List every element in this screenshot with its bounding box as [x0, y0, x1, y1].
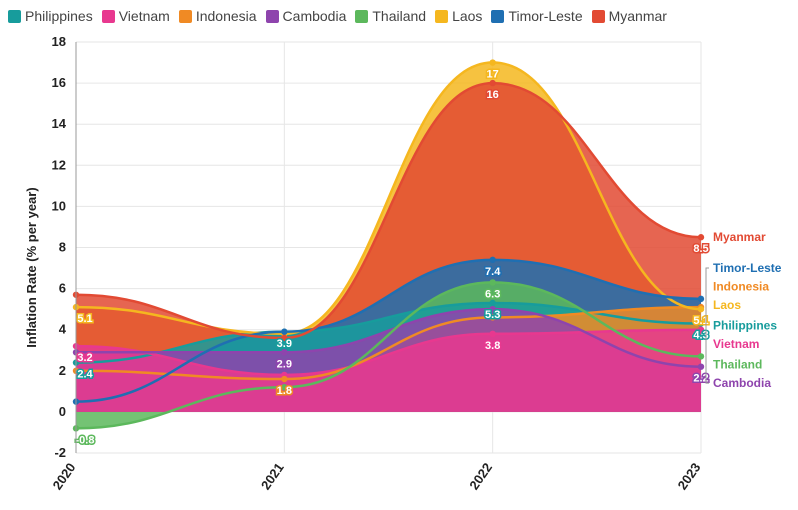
end-label-philippines: Philippines	[713, 319, 777, 333]
line-thailand[interactable]	[75, 281, 702, 430]
data-label-vietnam: 3.8	[485, 340, 500, 352]
legend-item-laos[interactable]: Laos	[435, 8, 482, 24]
y-tick-label: 12	[52, 157, 66, 172]
legend-item-thailand[interactable]: Thailand	[355, 8, 426, 24]
x-tick-label: 2023	[675, 460, 704, 492]
legend-swatch	[591, 9, 605, 23]
legend-item-vietnam[interactable]: Vietnam	[101, 8, 170, 24]
data-label-thailand: -0.8	[76, 434, 95, 446]
end-label-thailand: Thailand	[713, 358, 762, 372]
legend-label: Philippines	[25, 8, 93, 24]
point-vietnam[interactable]	[697, 326, 705, 333]
data-label-timor-leste: 7.4	[485, 266, 501, 278]
legend-label: Thailand	[372, 8, 427, 24]
x-tick-label: 2022	[466, 460, 495, 492]
line-vietnam[interactable]	[75, 328, 702, 377]
data-label-layer: 2.43.95.34.33.23.81.82.92.2-0.86.35.1175…	[74, 67, 710, 448]
y-tick-label: -2	[54, 445, 66, 460]
data-label-myanmar: 8.5	[693, 243, 708, 255]
point-thailand[interactable]	[697, 353, 705, 360]
legend-label: Cambodia	[282, 8, 347, 24]
data-label-myanmar: 16	[487, 89, 499, 101]
y-tick-label: 0	[59, 404, 66, 419]
point-thailand[interactable]	[489, 279, 496, 286]
data-label-vietnam: 3.2	[77, 352, 92, 364]
x-tick-label: 2021	[258, 460, 287, 492]
point-cambodia[interactable]	[489, 305, 496, 313]
point-layer	[72, 59, 705, 432]
end-label-bracket	[705, 267, 709, 384]
point-indonesia[interactable]	[281, 375, 288, 383]
point-cambodia[interactable]	[697, 363, 705, 370]
point-indonesia[interactable]	[489, 314, 496, 321]
legend-item-philippines[interactable]: Philippines	[8, 8, 93, 24]
legend-label: Myanmar	[608, 8, 667, 24]
point-timor-leste[interactable]	[281, 328, 288, 335]
legend-swatch	[435, 9, 449, 23]
y-tick-label: 4	[59, 322, 67, 337]
y-tick-label: 18	[52, 34, 66, 49]
data-label-laos: 5.1	[77, 313, 92, 325]
y-tick-label: 6	[59, 281, 66, 296]
legend-swatch	[8, 9, 21, 23]
end-label-cambodia: Cambodia	[713, 376, 771, 390]
end-label-vietnam: Vietnam	[713, 337, 759, 351]
line-timor-leste[interactable]	[75, 258, 702, 403]
y-tick-label: 10	[52, 198, 66, 213]
line-myanmar[interactable]	[75, 81, 702, 340]
point-timor-leste[interactable]	[697, 295, 705, 303]
legend-item-myanmar[interactable]: Myanmar	[591, 8, 667, 24]
data-label-philippines: 5.3	[485, 309, 500, 321]
legend-item-indonesia[interactable]: Indonesia	[178, 8, 257, 24]
data-label-laos: 17	[487, 69, 499, 81]
end-label-myanmar: Myanmar	[713, 230, 766, 244]
point-myanmar[interactable]	[489, 79, 496, 87]
point-cambodia[interactable]	[281, 349, 288, 356]
line-indonesia[interactable]	[75, 305, 702, 381]
data-label-thailand: 6.3	[485, 288, 500, 300]
point-laos[interactable]	[697, 305, 705, 313]
data-label-indonesia: 1.8	[277, 385, 292, 397]
legend-label: Timor-Leste	[508, 8, 583, 24]
legend: Philippines Vietnam Indonesia Cambodia Thail…	[8, 5, 667, 27]
data-label-philippines: 3.9	[277, 338, 292, 350]
legend-item-timor-leste[interactable]: Timor-Leste	[491, 8, 583, 24]
data-label-cambodia: 2.9	[277, 358, 292, 370]
point-philippines[interactable]	[489, 299, 496, 307]
y-tick-label: 8	[59, 240, 66, 255]
y-axis-title: Inflation Rate (% per year)	[24, 187, 39, 347]
legend-label: Laos	[452, 8, 483, 24]
point-laos[interactable]	[489, 59, 496, 66]
y-tick-label: 14	[52, 116, 67, 131]
end-label-layer: Myanmar Timor-Leste Indonesia Laos Philippin…	[705, 230, 782, 390]
y-tick-label: 2	[59, 363, 66, 378]
end-label-timor-leste: Timor-Leste	[713, 261, 782, 275]
point-philippines[interactable]	[697, 320, 705, 327]
legend-swatch	[101, 9, 115, 23]
end-label-indonesia: Indonesia	[713, 280, 769, 294]
legend-label: Vietnam	[118, 8, 170, 24]
legend-swatch	[355, 9, 369, 23]
point-vietnam[interactable]	[489, 330, 496, 338]
legend-item-cambodia[interactable]: Cambodia	[265, 8, 347, 24]
line-layer	[75, 61, 702, 430]
point-myanmar[interactable]	[697, 234, 705, 241]
point-thailand[interactable]	[281, 384, 288, 391]
x-tick-label: 2020	[50, 460, 79, 492]
point-myanmar[interactable]	[281, 334, 288, 342]
legend-label: Indonesia	[195, 8, 257, 24]
legend-swatch	[178, 9, 192, 23]
point-timor-leste[interactable]	[489, 256, 496, 264]
data-label-philippines: 2.4	[77, 369, 93, 381]
legend-swatch	[491, 9, 505, 23]
y-tick-label: 16	[52, 75, 66, 90]
end-label-laos: Laos	[713, 298, 741, 312]
legend-swatch	[265, 9, 279, 23]
